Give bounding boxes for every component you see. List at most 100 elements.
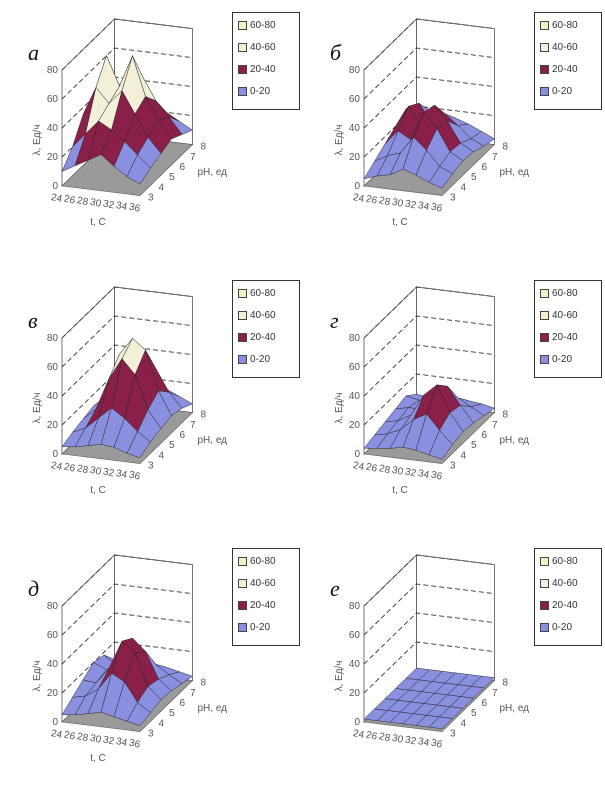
legend-label: 40-60 xyxy=(250,42,276,53)
z-tick-label: 60 xyxy=(47,362,59,373)
y-tick-label: 5 xyxy=(471,440,477,451)
y-tick-label: 5 xyxy=(471,708,477,719)
x-tick-label: 36 xyxy=(430,738,444,751)
legend-swatch xyxy=(238,64,247,74)
legend-item: 40-60 xyxy=(540,577,578,591)
legend-item: 20-40 xyxy=(540,63,578,77)
legend-label: 0-20 xyxy=(552,622,573,633)
legend-label: 0-20 xyxy=(250,86,271,97)
y-tick-label: 8 xyxy=(201,142,207,153)
legend-swatch xyxy=(238,332,247,342)
legend-item: 40-60 xyxy=(238,41,276,55)
x-tick-label: 24 xyxy=(50,460,64,473)
x-axis-label: t, С xyxy=(90,753,106,764)
legend-label: 60-80 xyxy=(250,288,276,299)
legend: 60-80 40-60 20-40 0-20 xyxy=(534,548,602,646)
legend-item: 20-40 xyxy=(540,331,578,345)
z-tick-label: 60 xyxy=(349,630,361,641)
x-tick-label: 26 xyxy=(63,462,77,475)
y-tick-label: 7 xyxy=(190,152,196,163)
legend-item: 60-80 xyxy=(238,287,276,301)
chart-panel: б 0 20 40 60 80 24 26 28 30 32 34 36 3 4 5 6 7 8 λ, Ед/ч рН,… xyxy=(302,0,604,268)
legend-label: 40-60 xyxy=(552,42,578,53)
surface-cell xyxy=(428,429,453,460)
legend-swatch xyxy=(540,578,549,588)
gridline xyxy=(61,18,193,71)
y-tick-label: 3 xyxy=(450,729,456,740)
x-tick-label: 34 xyxy=(115,468,129,481)
surface-cell xyxy=(126,431,151,459)
gridline xyxy=(363,18,495,71)
y-tick-label: 5 xyxy=(471,172,477,183)
z-tick-label: 20 xyxy=(47,420,59,431)
gridline xyxy=(363,286,495,339)
legend-swatch xyxy=(238,20,247,30)
x-tick-label: 36 xyxy=(128,470,142,483)
legend-label: 0-20 xyxy=(250,354,271,365)
x-tick-label: 32 xyxy=(102,466,116,479)
legend-label: 0-20 xyxy=(250,622,271,633)
z-tick-label: 0 xyxy=(354,449,360,460)
z-tick-label: 40 xyxy=(349,391,361,402)
z-axis-label: λ, Ед/ч xyxy=(32,660,43,691)
x-tick-label: 30 xyxy=(89,733,103,746)
y-tick-label: 4 xyxy=(461,450,467,461)
x-axis-label: t, С xyxy=(90,485,106,496)
y-tick-label: 6 xyxy=(482,162,488,173)
x-tick-label: 24 xyxy=(352,460,366,473)
legend-swatch xyxy=(540,556,549,566)
panel-label: д xyxy=(28,576,40,601)
legend-item: 40-60 xyxy=(540,309,578,323)
legend-item: 0-20 xyxy=(540,621,572,635)
y-tick-label: 4 xyxy=(461,718,467,729)
legend-item: 60-80 xyxy=(238,555,276,569)
y-axis-label: рН, ед xyxy=(198,167,228,178)
gridline xyxy=(61,344,193,397)
y-tick-label: 3 xyxy=(450,461,456,472)
x-tick-label: 36 xyxy=(128,738,142,751)
legend-item: 60-80 xyxy=(540,19,578,33)
legend: 60-80 40-60 20-40 0-20 xyxy=(534,12,602,110)
y-tick-label: 8 xyxy=(503,410,509,421)
x-tick-label: 24 xyxy=(50,192,64,205)
legend-label: 60-80 xyxy=(552,556,578,567)
legend-swatch xyxy=(238,86,247,96)
gridline xyxy=(363,47,495,100)
gridline xyxy=(61,47,193,100)
z-tick-label: 40 xyxy=(47,659,59,670)
legend-item: 40-60 xyxy=(238,577,276,591)
y-tick-label: 7 xyxy=(492,420,498,431)
z-tick-label: 0 xyxy=(52,449,58,460)
chart-panel: а 0 20 40 60 80 24 26 28 30 32 34 36 3 4 5 6 7 8 λ, Ед/ч рН,… xyxy=(0,0,302,268)
legend-label: 40-60 xyxy=(552,310,578,321)
x-tick-label: 30 xyxy=(391,197,405,210)
gridline xyxy=(61,554,193,607)
legend-swatch xyxy=(540,354,549,364)
x-tick-label: 32 xyxy=(404,734,418,747)
chart-panel: е 0 20 40 60 80 24 26 28 30 32 34 36 3 4 5 6 7 8 λ, Ед/ч рН,… xyxy=(302,536,604,804)
z-tick-label: 20 xyxy=(349,420,361,431)
x-tick-label: 30 xyxy=(89,197,103,210)
x-tick-label: 34 xyxy=(417,200,431,213)
z-axis-label: λ, Ед/ч xyxy=(334,124,345,155)
gridline xyxy=(363,373,495,426)
z-tick-label: 40 xyxy=(349,123,361,134)
gridline xyxy=(363,315,495,368)
y-tick-label: 7 xyxy=(492,688,498,699)
legend-swatch xyxy=(540,20,549,30)
x-tick-label: 30 xyxy=(89,465,103,478)
x-tick-label: 26 xyxy=(365,194,379,207)
z-tick-label: 0 xyxy=(354,181,360,192)
z-tick-label: 80 xyxy=(47,333,59,344)
legend-swatch xyxy=(540,86,549,96)
legend-label: 40-60 xyxy=(250,578,276,589)
surface-cell xyxy=(428,166,453,189)
legend-label: 20-40 xyxy=(552,332,578,343)
legend-label: 20-40 xyxy=(552,64,578,75)
x-tick-label: 28 xyxy=(378,195,392,208)
legend-swatch xyxy=(238,600,247,610)
z-tick-label: 20 xyxy=(349,688,361,699)
x-tick-label: 30 xyxy=(391,733,405,746)
panel-label: г xyxy=(330,308,339,333)
